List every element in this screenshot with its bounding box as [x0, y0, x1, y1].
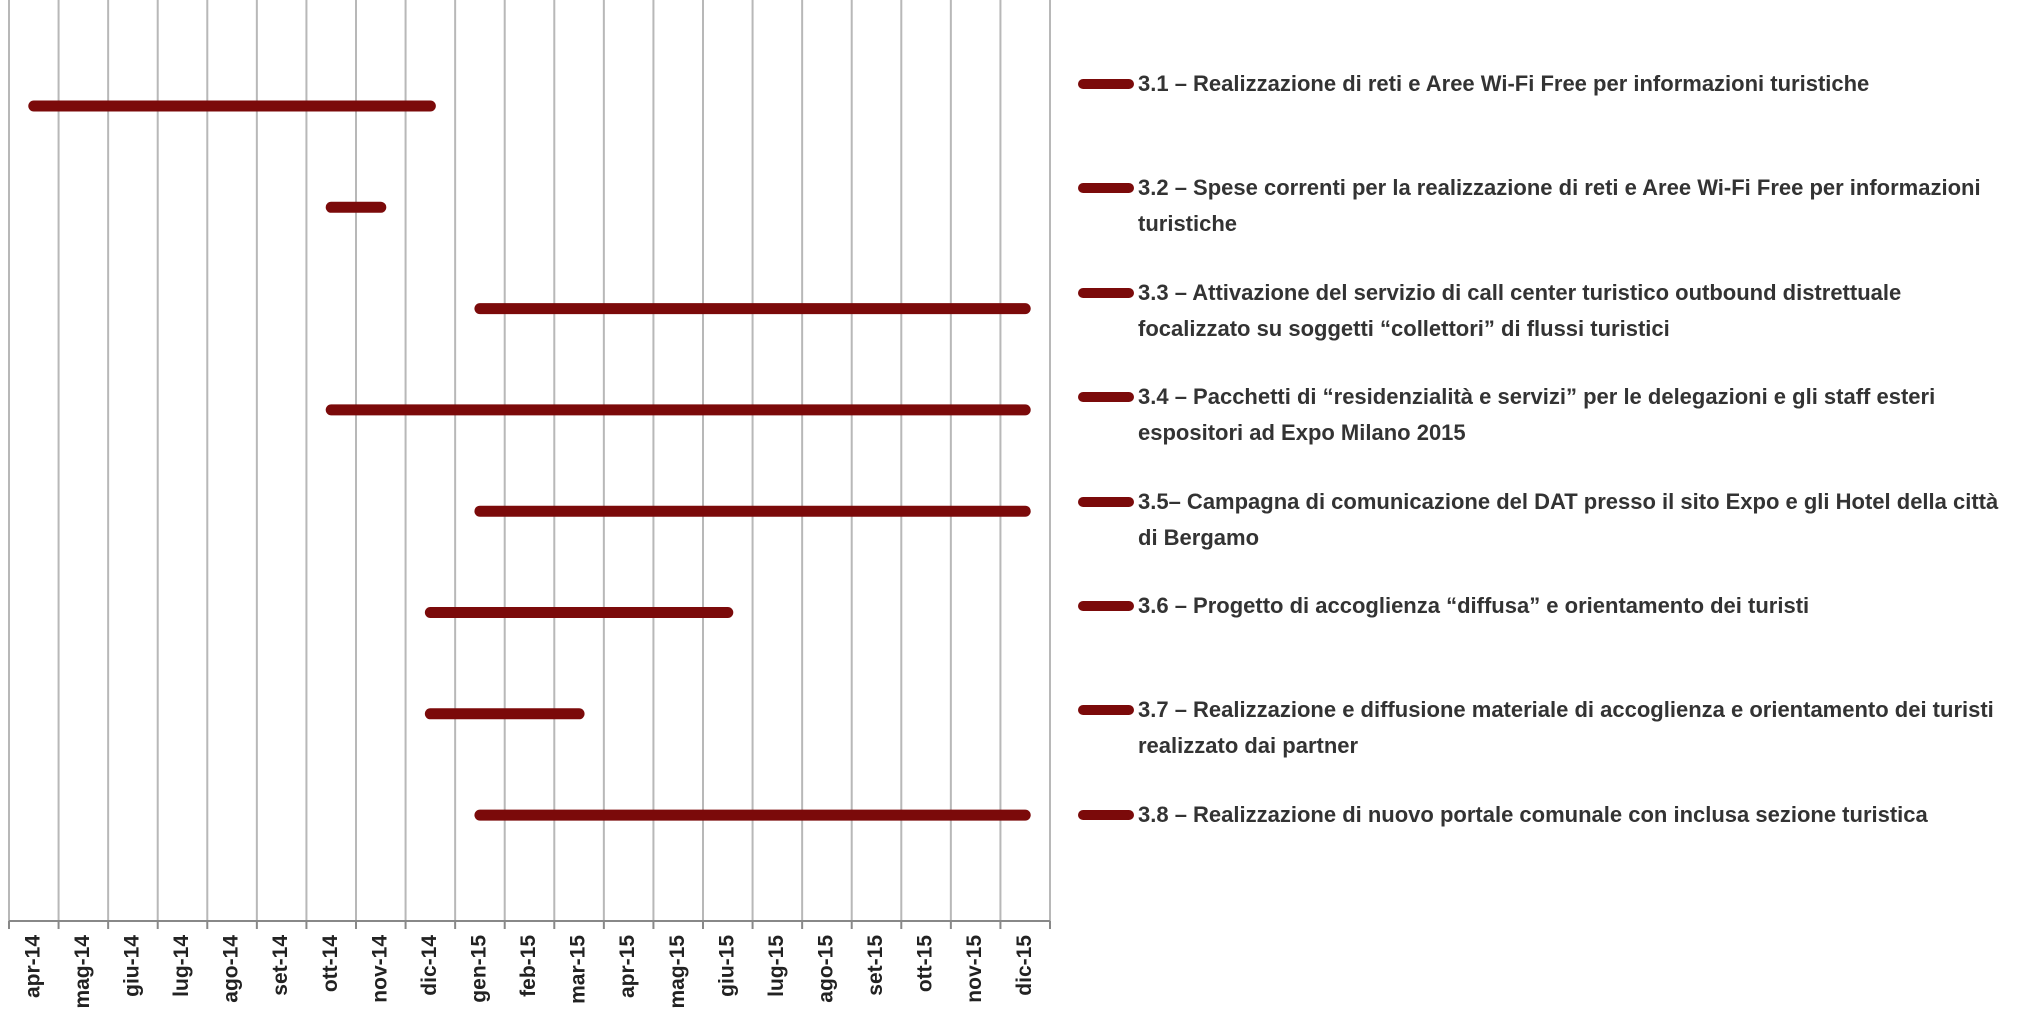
- legend-label: 3.6 – Progetto di accoglienza “diffusa” …: [1138, 593, 1810, 618]
- legend-label: 3.2 – Spese correnti per la realizzazion…: [1138, 175, 1981, 237]
- x-tick-label: dic-15: [1013, 935, 1036, 996]
- legend-swatch: [1078, 496, 1134, 507]
- legend-label: 3.1 – Realizzazione di reti e Aree Wi-Fi…: [1138, 71, 1870, 96]
- x-tick-label: apr-15: [616, 935, 639, 998]
- x-tick-label: set-14: [269, 935, 292, 996]
- x-tick-label: ott-15: [914, 935, 937, 992]
- x-tick-label: mar-15: [567, 935, 590, 1004]
- x-tick-label: set-15: [864, 935, 887, 996]
- x-tick-label: ott-14: [319, 935, 342, 992]
- legend-label: 3.3 – Attivazione del servizio di call c…: [1138, 279, 1902, 341]
- legend-label: 3.4 – Pacchetti di “residenzialità e ser…: [1138, 384, 1936, 446]
- x-tick-label: lug-14: [170, 935, 193, 997]
- x-tick-label: giu-14: [120, 935, 143, 997]
- legend-swatch: [1078, 601, 1134, 611]
- x-tick-label: lug-15: [765, 935, 788, 997]
- legend-swatch: [1078, 79, 1134, 89]
- legend-label: 3.5– Campagna di comunicazione del DAT p…: [1138, 488, 1999, 550]
- x-tick-label: feb-15: [517, 935, 540, 997]
- x-tick-label: gen-15: [467, 935, 490, 1003]
- x-tick-label: giu-15: [715, 935, 738, 997]
- x-tick-label: ago-14: [220, 935, 243, 1003]
- x-tick-label: mag-14: [71, 935, 94, 1009]
- x-tick-label: apr-14: [21, 935, 44, 998]
- x-tick-label: nov-14: [368, 935, 391, 1003]
- x-tick-label: dic-14: [418, 935, 441, 996]
- legend-swatch: [1078, 809, 1134, 820]
- x-tick-label: mag-15: [666, 935, 689, 1009]
- legend-label: 3.8 – Realizzazione di nuovo portale com…: [1138, 801, 1928, 827]
- chart: apr-14 mag-14 giu-14 lug-14 ago-14 set-14 ott-…: [8, 0, 1051, 1009]
- legend-swatch: [1078, 705, 1134, 716]
- legend-swatch: [1078, 183, 1134, 194]
- legend-swatch: [1078, 392, 1134, 403]
- x-tick-label: nov-15: [963, 935, 986, 1003]
- legend-swatch: [1078, 287, 1134, 298]
- legend-label: 3.7 – Realizzazione e diffusione materia…: [1138, 697, 1994, 759]
- x-tick-label: ago-15: [814, 935, 837, 1003]
